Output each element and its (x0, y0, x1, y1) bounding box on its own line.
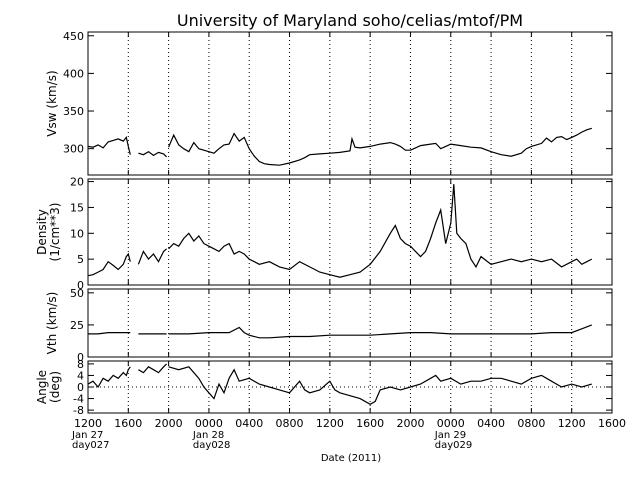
x-axis: 1200 1600 2000 0000 0400 0800 1200 1600 2000 0000… (71, 417, 626, 451)
x-date-label: Jan 28 (192, 430, 224, 441)
y-tick-label-vsw: 350 (63, 105, 84, 118)
series-line-angle-2 (168, 366, 592, 405)
series-line-vth-2 (168, 324, 593, 339)
panel-vth: 0 25 50 Vth (km/s) (45, 287, 613, 364)
y-tick-label-density: 5 (77, 253, 84, 266)
y-tick-label-vsw: 400 (63, 67, 84, 80)
y-tick-label-angle: 0 (77, 381, 84, 394)
series-line-vth-0 (88, 332, 131, 335)
x-tick-label: 1600 (598, 417, 626, 430)
y-tick-label-vsw: 300 (63, 143, 84, 156)
panel-density: 0 5 10 15 20 Density (1/cm**3) (35, 176, 613, 292)
y-tick-label-angle: 8 (77, 358, 84, 371)
y-axis-unit-angle: (deg) (48, 371, 62, 403)
series-line-angle-1 (138, 363, 168, 374)
series-line-density-0 (87, 252, 131, 277)
panel-frame-vsw (87, 31, 613, 176)
y-axis-label-vth: Vth (km/s) (45, 292, 59, 355)
x-tick-label: 1600 (114, 417, 142, 430)
x-tick-label: 1200 (74, 417, 102, 430)
x-tick-label: 2000 (155, 417, 183, 430)
x-day-label: day027 (72, 440, 109, 451)
x-tick-label: 0000 (195, 417, 223, 430)
chart-title: University of Maryland soho/celias/mtof/… (177, 11, 523, 30)
y-tick-label-angle: 4 (77, 369, 84, 382)
x-day-label: day029 (435, 440, 472, 451)
y-axis-label-density: Density (35, 209, 49, 255)
x-tick-label: 0000 (437, 417, 465, 430)
y-tick-label-vth: 50 (70, 287, 84, 300)
x-tick-label: 0400 (477, 417, 505, 430)
y-tick-label-vth: 25 (70, 319, 84, 332)
y-tick-label-angle: -8 (73, 404, 84, 417)
x-date-label: Jan 27 (71, 430, 103, 441)
x-tick-label: 0400 (235, 417, 263, 430)
series-line-density-1 (137, 248, 167, 265)
x-tick-label: 0800 (517, 417, 545, 430)
y-tick-label-angle: -4 (73, 393, 84, 406)
x-tick-label: 2000 (396, 417, 424, 430)
y-tick-label-density: 15 (70, 201, 84, 214)
series-line-vsw-2 (168, 127, 592, 166)
series-line-vsw-0 (87, 136, 131, 155)
y-tick-label-density: 20 (70, 176, 84, 189)
y-tick-label-density: 10 (70, 227, 84, 240)
y-axis-unit-density: (1/cm**3) (48, 203, 62, 262)
panel-frame-vth (87, 288, 613, 358)
panel-frame-density (87, 178, 613, 286)
x-tick-label: 1200 (316, 417, 344, 430)
series-line-density-2 (168, 184, 593, 278)
x-date-label: Jan 29 (434, 430, 466, 441)
series-line-vsw-1 (138, 150, 168, 158)
y-axis-label-vsw: Vsw (km/s) (45, 70, 59, 136)
x-tick-label: 0800 (276, 417, 304, 430)
x-tick-label: 1600 (356, 417, 384, 430)
y-tick-label-density: 0 (77, 279, 84, 292)
panel-vsw: 300 350 400 450 Vsw (km/s) (45, 30, 613, 176)
y-axis-label-angle: Angle (35, 370, 49, 404)
x-tick-label: 1200 (558, 417, 586, 430)
x-axis-label: Date (2011) (321, 453, 381, 464)
y-tick-label-vth: 0 (77, 351, 84, 364)
y-tick-label-vsw: 450 (63, 30, 84, 43)
panel-frame-angle (87, 360, 613, 414)
series-line-angle-0 (87, 366, 131, 389)
x-day-label: day028 (193, 440, 230, 451)
